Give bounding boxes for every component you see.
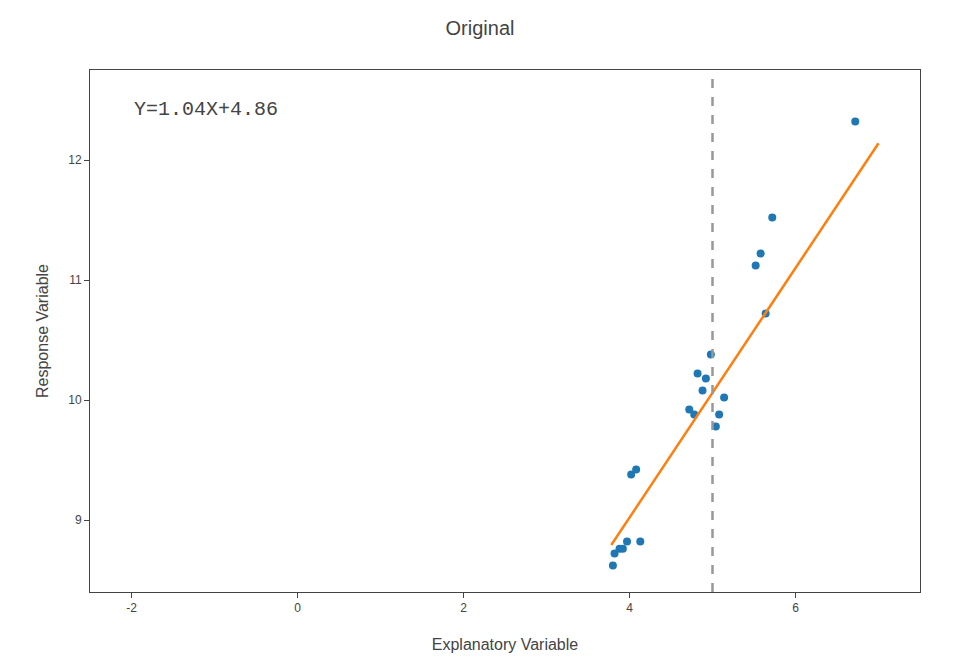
svg-text:10: 10 xyxy=(68,393,82,407)
svg-text:Original: Original xyxy=(446,17,515,39)
svg-text:2: 2 xyxy=(460,601,467,615)
svg-text:-2: -2 xyxy=(126,601,137,615)
svg-text:11: 11 xyxy=(69,273,82,287)
svg-text:4: 4 xyxy=(626,601,633,615)
svg-text:Y=1.04X+4.86: Y=1.04X+4.86 xyxy=(134,98,278,121)
svg-text:Response Variable: Response Variable xyxy=(34,264,51,398)
svg-text:0: 0 xyxy=(294,601,301,615)
svg-text:6: 6 xyxy=(792,601,799,615)
svg-text:Explanatory Variable: Explanatory Variable xyxy=(432,636,579,653)
svg-text:12: 12 xyxy=(68,153,82,167)
svg-text:9: 9 xyxy=(75,513,82,527)
